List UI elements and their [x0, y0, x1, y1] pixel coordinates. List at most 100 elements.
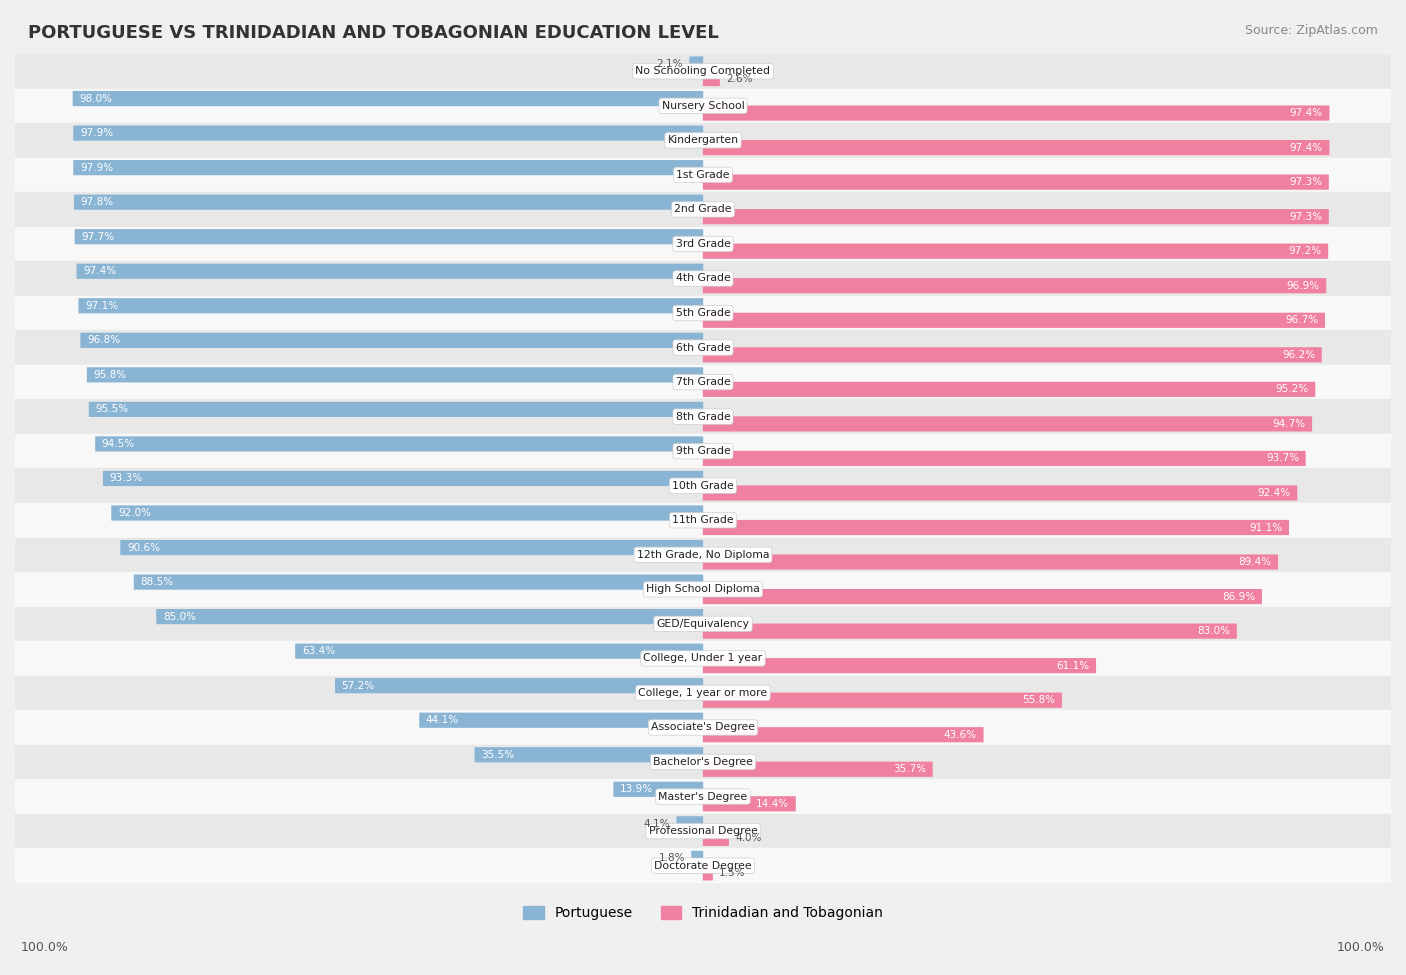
FancyBboxPatch shape	[703, 244, 1329, 258]
FancyBboxPatch shape	[703, 831, 728, 846]
Text: 97.1%: 97.1%	[86, 300, 118, 311]
FancyBboxPatch shape	[703, 209, 1329, 224]
FancyBboxPatch shape	[75, 195, 703, 210]
Text: 7th Grade: 7th Grade	[676, 377, 730, 387]
Text: 35.7%: 35.7%	[893, 764, 927, 774]
FancyBboxPatch shape	[703, 727, 984, 742]
Text: 97.9%: 97.9%	[80, 128, 112, 138]
FancyBboxPatch shape	[475, 747, 703, 762]
Bar	[15, 295, 1391, 331]
Text: 96.7%: 96.7%	[1285, 315, 1319, 326]
Text: 97.4%: 97.4%	[83, 266, 117, 276]
Text: 86.9%: 86.9%	[1222, 592, 1256, 602]
Text: 100.0%: 100.0%	[1337, 941, 1385, 954]
Legend: Portuguese, Trinidadian and Tobagonian: Portuguese, Trinidadian and Tobagonian	[517, 901, 889, 925]
Bar	[15, 226, 1391, 261]
FancyBboxPatch shape	[703, 865, 713, 880]
Bar	[15, 606, 1391, 642]
Text: 95.5%: 95.5%	[96, 405, 128, 414]
FancyBboxPatch shape	[703, 382, 1316, 397]
FancyBboxPatch shape	[335, 678, 703, 693]
Bar	[15, 192, 1391, 226]
Text: 3rd Grade: 3rd Grade	[675, 239, 731, 249]
FancyBboxPatch shape	[80, 332, 703, 348]
FancyBboxPatch shape	[89, 402, 703, 417]
Text: Master's Degree: Master's Degree	[658, 792, 748, 801]
Text: 10th Grade: 10th Grade	[672, 481, 734, 490]
FancyBboxPatch shape	[703, 624, 1237, 639]
Text: 61.1%: 61.1%	[1056, 661, 1090, 671]
FancyBboxPatch shape	[703, 416, 1312, 432]
FancyBboxPatch shape	[703, 313, 1324, 328]
Text: 8th Grade: 8th Grade	[676, 411, 730, 421]
Text: GED/Equivalency: GED/Equivalency	[657, 619, 749, 629]
Bar	[15, 365, 1391, 400]
FancyBboxPatch shape	[689, 57, 703, 71]
FancyBboxPatch shape	[703, 520, 1289, 535]
Bar	[15, 779, 1391, 814]
Text: 96.8%: 96.8%	[87, 335, 120, 345]
Text: 92.0%: 92.0%	[118, 508, 150, 518]
FancyBboxPatch shape	[73, 126, 703, 140]
FancyBboxPatch shape	[295, 644, 703, 659]
Text: 1.5%: 1.5%	[718, 868, 745, 878]
Text: 57.2%: 57.2%	[342, 681, 375, 690]
Text: Bachelor's Degree: Bachelor's Degree	[652, 757, 754, 767]
FancyBboxPatch shape	[76, 263, 703, 279]
FancyBboxPatch shape	[419, 713, 703, 727]
FancyBboxPatch shape	[703, 797, 796, 811]
Text: 2nd Grade: 2nd Grade	[675, 205, 731, 214]
Text: 98.0%: 98.0%	[79, 94, 112, 103]
FancyBboxPatch shape	[703, 175, 1329, 190]
Text: 83.0%: 83.0%	[1198, 626, 1230, 636]
FancyBboxPatch shape	[73, 160, 703, 176]
FancyBboxPatch shape	[103, 471, 703, 487]
FancyBboxPatch shape	[676, 816, 703, 832]
Text: Associate's Degree: Associate's Degree	[651, 722, 755, 732]
Bar	[15, 537, 1391, 572]
Text: 55.8%: 55.8%	[1022, 695, 1056, 705]
Bar	[15, 123, 1391, 158]
Text: 4.0%: 4.0%	[735, 834, 762, 843]
Text: 14.4%: 14.4%	[756, 799, 789, 809]
FancyBboxPatch shape	[703, 140, 1330, 155]
Text: Nursery School: Nursery School	[662, 100, 744, 111]
FancyBboxPatch shape	[703, 105, 1330, 121]
Bar	[15, 710, 1391, 745]
Text: Source: ZipAtlas.com: Source: ZipAtlas.com	[1244, 24, 1378, 37]
FancyBboxPatch shape	[703, 692, 1062, 708]
Text: 88.5%: 88.5%	[141, 577, 173, 587]
Text: Kindergarten: Kindergarten	[668, 136, 738, 145]
Text: 95.2%: 95.2%	[1275, 384, 1309, 394]
Text: 100.0%: 100.0%	[21, 941, 69, 954]
Bar	[15, 814, 1391, 848]
Bar	[15, 676, 1391, 710]
FancyBboxPatch shape	[703, 658, 1097, 674]
FancyBboxPatch shape	[75, 229, 703, 245]
FancyBboxPatch shape	[73, 91, 703, 106]
Text: 97.8%: 97.8%	[80, 197, 114, 207]
FancyBboxPatch shape	[703, 71, 720, 86]
Bar	[15, 745, 1391, 779]
Text: 35.5%: 35.5%	[481, 750, 515, 760]
Text: 97.4%: 97.4%	[1289, 108, 1323, 118]
Text: 1st Grade: 1st Grade	[676, 170, 730, 179]
Bar	[15, 400, 1391, 434]
Text: 96.9%: 96.9%	[1286, 281, 1320, 291]
Bar	[15, 261, 1391, 295]
Text: 97.3%: 97.3%	[1289, 177, 1322, 187]
Text: 44.1%: 44.1%	[426, 716, 458, 725]
Text: Professional Degree: Professional Degree	[648, 826, 758, 837]
Bar	[15, 54, 1391, 89]
FancyBboxPatch shape	[156, 609, 703, 624]
Text: 6th Grade: 6th Grade	[676, 342, 730, 353]
Bar	[15, 331, 1391, 365]
Text: 2.6%: 2.6%	[725, 73, 752, 84]
Text: 92.4%: 92.4%	[1257, 488, 1291, 498]
Text: 12th Grade, No Diploma: 12th Grade, No Diploma	[637, 550, 769, 560]
Text: 97.9%: 97.9%	[80, 163, 112, 173]
Text: 2.1%: 2.1%	[657, 59, 683, 69]
Bar	[15, 572, 1391, 606]
Bar	[15, 642, 1391, 676]
FancyBboxPatch shape	[703, 450, 1306, 466]
